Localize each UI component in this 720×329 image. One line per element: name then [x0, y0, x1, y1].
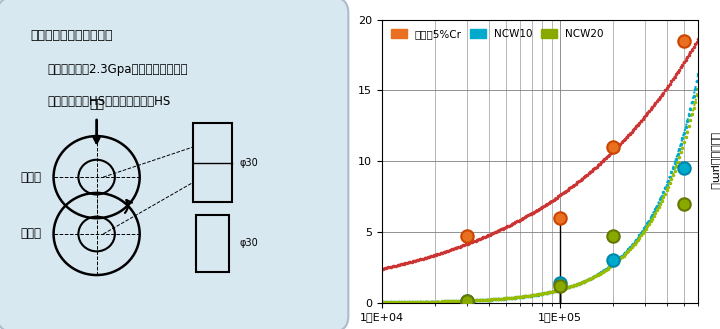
Text: 試験材：９０HS、相手材：７５HS: 試験材：９０HS、相手材：７５HS — [47, 95, 170, 108]
Point — [461, 234, 472, 239]
Text: φ30: φ30 — [239, 239, 258, 248]
Point — [608, 144, 619, 150]
Bar — [193, 123, 233, 202]
Point — [461, 299, 472, 304]
Point — [678, 201, 690, 206]
FancyBboxPatch shape — [0, 0, 348, 329]
Text: φ30: φ30 — [239, 158, 258, 168]
Text: 相手材: 相手材 — [20, 227, 42, 240]
X-axis label: 転動数（N）: 転動数（N） — [516, 328, 564, 329]
Point — [554, 283, 565, 288]
Text: 荷重: 荷重 — [89, 98, 104, 111]
Y-axis label: 摩耗深さ（μm）: 摩耗深さ（μm） — [709, 132, 719, 190]
Text: ヘルツ応力：2.3Gpa、すべり率：９％: ヘルツ応力：2.3Gpa、すべり率：９％ — [47, 63, 187, 76]
Bar — [196, 215, 229, 272]
Text: ～摩耗試験（西原式）～: ～摩耗試験（西原式）～ — [30, 29, 113, 42]
Point — [678, 166, 690, 171]
Legend: 鍛鋼製5%Cr, NCW10, NCW20: 鍛鋼製5%Cr, NCW10, NCW20 — [387, 25, 608, 43]
Point — [554, 280, 565, 286]
Point — [554, 215, 565, 220]
Point — [608, 258, 619, 263]
Point — [461, 299, 472, 304]
Text: 試験材: 試験材 — [20, 171, 42, 184]
Point — [608, 234, 619, 239]
Point — [678, 38, 690, 44]
